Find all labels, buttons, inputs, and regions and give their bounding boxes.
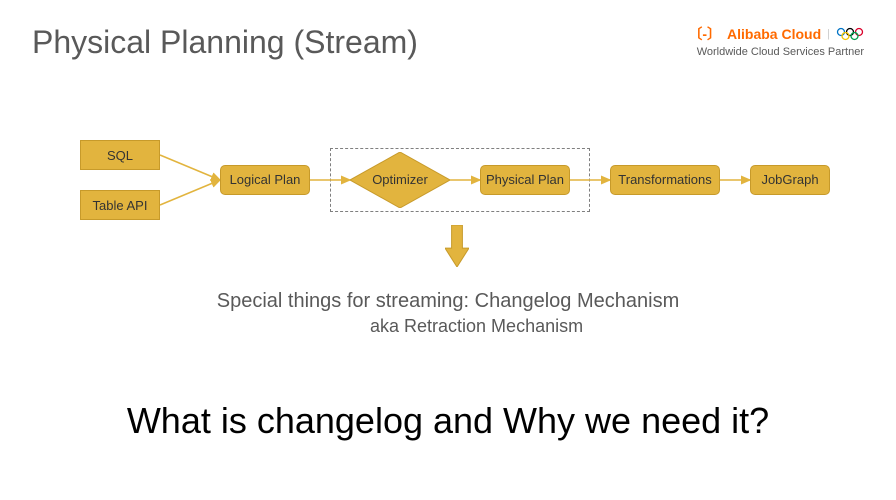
logo-bracket-icon: 〔-〕 xyxy=(688,24,721,44)
node-physical: Physical Plan xyxy=(480,165,570,195)
caption-sub: aka Retraction Mechanism xyxy=(370,316,583,337)
page-title: Physical Planning (Stream) xyxy=(32,24,418,61)
olympic-rings-icon xyxy=(836,27,864,41)
flowchart: SQL Table API Logical Plan Optimizer Physica… xyxy=(70,140,830,220)
main-question: What is changelog and Why we need it? xyxy=(0,400,896,442)
node-jobgraph: JobGraph xyxy=(750,165,830,195)
node-optimizer: Optimizer xyxy=(350,152,450,208)
logo-block: 〔-〕 Alibaba Cloud | Worldwide Cloud Serv… xyxy=(688,24,864,58)
logo-brand: Alibaba Cloud xyxy=(727,26,821,42)
logo-tagline: Worldwide Cloud Services Partner xyxy=(688,46,864,58)
node-optimizer-label: Optimizer xyxy=(350,172,450,187)
node-logical: Logical Plan xyxy=(220,165,310,195)
node-tableapi: Table API xyxy=(80,190,160,220)
down-arrow-icon xyxy=(445,225,469,272)
logo-separator: | xyxy=(827,28,830,40)
node-sql: SQL xyxy=(80,140,160,170)
caption-main: Special things for streaming: Changelog … xyxy=(0,290,896,313)
node-transforms: Transformations xyxy=(610,165,720,195)
